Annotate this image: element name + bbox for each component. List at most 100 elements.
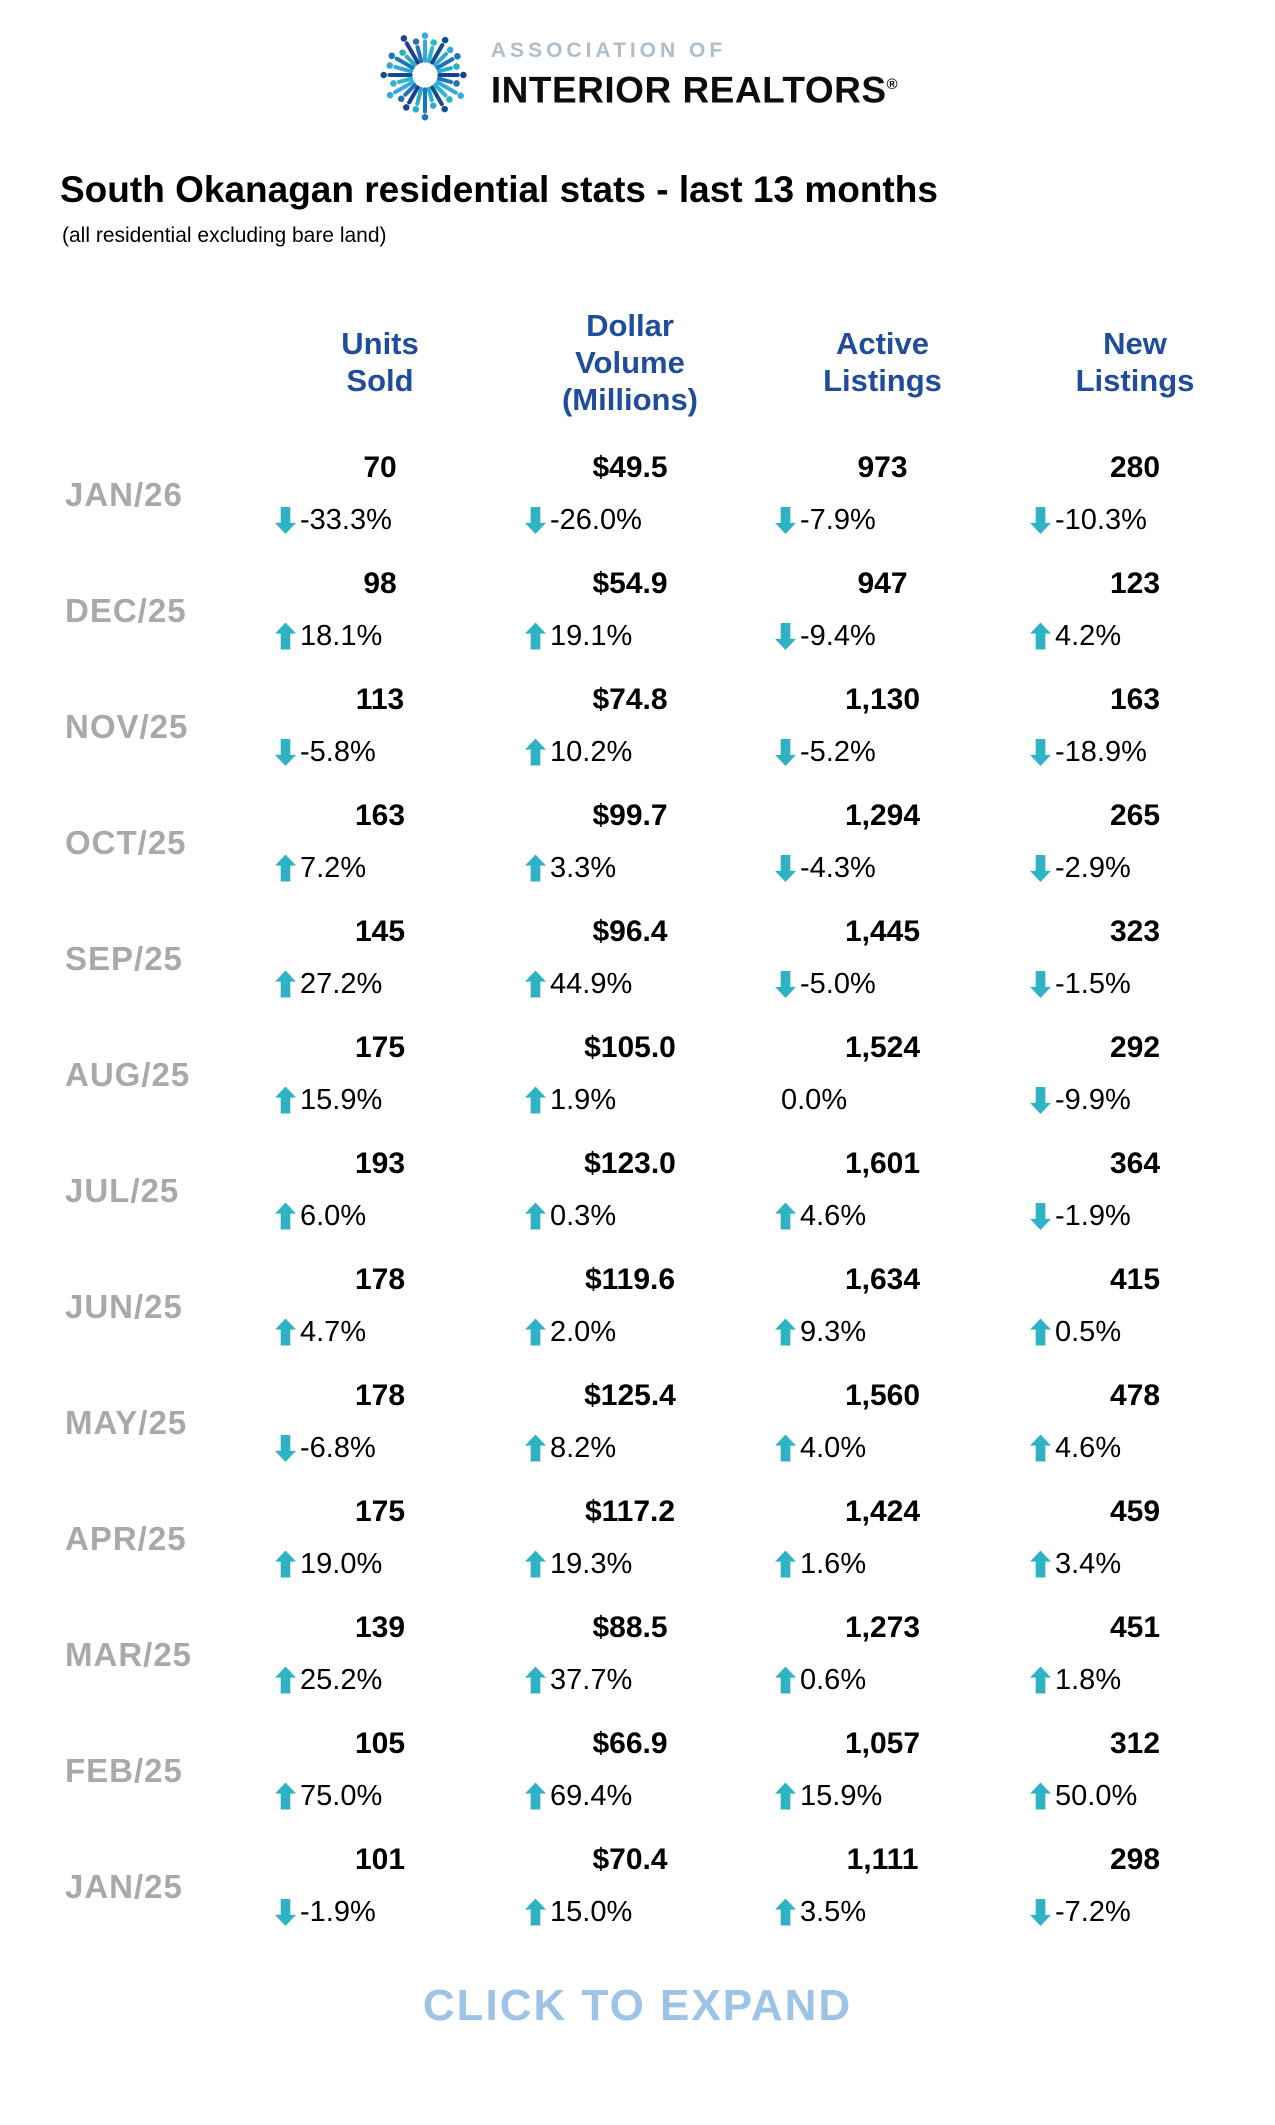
trend-up-arrow-icon [775,1202,796,1230]
dollar-volume-cell: $66.9 69.4% [505,1713,755,1829]
dollar-volume-change: 2.0% [505,1305,755,1359]
new-listings-change: 4.6% [1010,1421,1260,1475]
units-sold-value: 139 [354,1611,406,1644]
trend-up-arrow-icon [775,1318,796,1346]
active-listings-value: 1,601 [844,1147,921,1180]
trend-up-arrow-icon [275,1550,296,1578]
active-listings-value: 1,130 [844,683,921,716]
active-listings-value: 947 [857,567,908,600]
table-row: NOV/25 113 -5.8% $74.8 10.2% 1,130 -5.2%… [60,669,1260,785]
active-listings-cell: 1,130 -5.2% [755,669,1010,785]
table-row: JAN/25 101 -1.9% $70.4 15.0% 1,111 3.5% … [60,1829,1260,1945]
dollar-volume-change: 19.3% [505,1537,755,1591]
units-sold-value: 105 [354,1727,406,1760]
new-listings-value: 451 [1109,1611,1161,1644]
active-listings-value: 1,111 [846,1843,919,1876]
active-listings-change: 0.6% [755,1653,1010,1707]
new-listings-value: 364 [1109,1147,1161,1180]
active-listings-value: 1,524 [844,1031,921,1064]
active-listings-value: 1,445 [844,915,921,948]
trend-up-arrow-icon [775,1434,796,1462]
trend-down-arrow-icon [1030,507,1051,534]
logo-association-of-label: ASSOCIATION OF [490,39,727,63]
units-sold-cell: 139 25.2% [255,1597,505,1713]
association-logo: ASSOCIATION OF INTERIOR REALTORS® [0,25,1275,125]
trend-down-arrow-icon [275,739,296,766]
stats-graphic: ASSOCIATION OF INTERIOR REALTORS® South … [0,25,1275,2031]
new-listings-cell: 280 -10.3% [1010,437,1260,553]
trend-up-arrow-icon [1030,1782,1051,1810]
dollar-volume-change: 37.7% [505,1653,755,1707]
units-sold-value: 113 [355,683,405,716]
units-sold-cell: 98 18.1% [255,553,505,669]
units-sold-change: -6.8% [255,1421,505,1475]
new-listings-cell: 265 -2.9% [1010,785,1260,901]
dollar-volume-value: $54.9 [592,567,668,600]
dollar-volume-cell: $70.4 15.0% [505,1829,755,1945]
new-listings-change: -10.3% [1010,493,1260,547]
page-title: South Okanagan residential stats - last … [60,169,938,210]
active-listings-cell: 1,601 4.6% [755,1133,1010,1249]
trend-up-arrow-icon [525,1086,546,1114]
table-row: MAY/25 178 -6.8% $125.4 8.2% 1,560 4.0% … [60,1365,1260,1481]
new-listings-cell: 123 4.2% [1010,553,1260,669]
new-listings-value: 459 [1109,1495,1161,1528]
stats-table: Units Sold Dollar Volume (Millions) Acti… [60,287,1260,1945]
trend-up-arrow-icon [525,738,546,766]
dollar-volume-cell: $125.4 8.2% [505,1365,755,1481]
new-listings-change: 3.4% [1010,1537,1260,1591]
new-listings-value: 478 [1109,1379,1161,1412]
active-listings-value: 1,560 [844,1379,921,1412]
click-to-expand-button[interactable]: CLICK TO EXPAND [422,1981,853,2030]
dollar-volume-value: $96.4 [592,915,668,948]
new-listings-value: 415 [1109,1263,1161,1296]
trend-down-arrow-icon [1030,1087,1051,1114]
active-listings-change: -4.3% [755,841,1010,895]
active-listings-change: -7.9% [755,493,1010,547]
active-listings-change: 3.5% [755,1885,1010,1939]
units-sold-change: 75.0% [255,1769,505,1823]
units-sold-cell: 70 -33.3% [255,437,505,553]
trend-down-arrow-icon [1030,855,1051,882]
units-sold-value: 178 [354,1263,406,1296]
trend-up-arrow-icon [525,1898,546,1926]
units-sold-cell: 193 6.0% [255,1133,505,1249]
dollar-volume-value: $88.5 [592,1611,668,1644]
trend-up-arrow-icon [1030,1550,1051,1578]
month-label: SEP/25 [65,940,183,977]
units-sold-cell: 178 -6.8% [255,1365,505,1481]
trend-down-arrow-icon [275,1899,296,1926]
association-logo-text: ASSOCIATION OF INTERIOR REALTORS® [491,38,898,111]
active-listings-change: -5.0% [755,957,1010,1011]
table-row: APR/25 175 19.0% $117.2 19.3% 1,424 1.6%… [60,1481,1260,1597]
trend-up-arrow-icon [275,1086,296,1114]
month-label: NOV/25 [65,708,189,745]
units-sold-change: -5.8% [255,725,505,779]
active-listings-change: 1.6% [755,1537,1010,1591]
dollar-volume-change: 69.4% [505,1769,755,1823]
dollar-volume-cell: $119.6 2.0% [505,1249,755,1365]
active-listings-cell: 1,424 1.6% [755,1481,1010,1597]
trend-up-arrow-icon [1030,1434,1051,1462]
table-row: JUL/25 193 6.0% $123.0 0.3% 1,601 4.6% 3… [60,1133,1260,1249]
active-listings-cell: 973 -7.9% [755,437,1010,553]
new-listings-change: -9.9% [1010,1073,1260,1127]
trend-up-arrow-icon [525,1202,546,1230]
dollar-volume-change: 10.2% [505,725,755,779]
column-header-dollar-volume: Dollar Volume (Millions) [561,307,699,417]
month-label: DEC/25 [65,592,187,629]
active-listings-value: 1,424 [844,1495,921,1528]
active-listings-change: 4.0% [755,1421,1010,1475]
dollar-volume-value: $99.7 [592,799,668,832]
trend-up-arrow-icon [275,1318,296,1346]
units-sold-change: 4.7% [255,1305,505,1359]
units-sold-cell: 175 19.0% [255,1481,505,1597]
month-label: OCT/25 [65,824,187,861]
new-listings-cell: 459 3.4% [1010,1481,1260,1597]
units-sold-change: 7.2% [255,841,505,895]
active-listings-change: 15.9% [755,1769,1010,1823]
active-listings-cell: 1,560 4.0% [755,1365,1010,1481]
trend-up-arrow-icon [275,854,296,882]
new-listings-value: 323 [1109,915,1161,948]
dollar-volume-change: 1.9% [505,1073,755,1127]
